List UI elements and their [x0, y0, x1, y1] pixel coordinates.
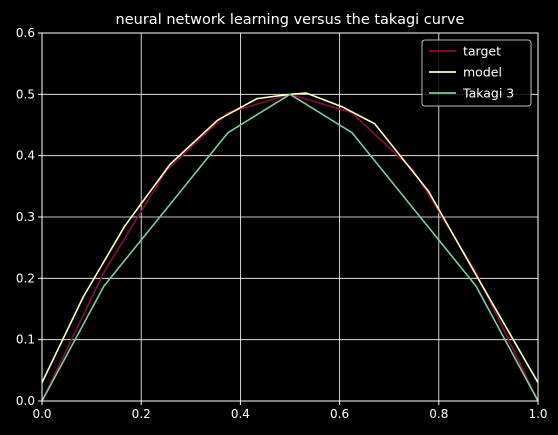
x-tick-label: 1.0	[528, 407, 547, 421]
x-tick-label: 0.8	[429, 407, 448, 421]
legend-label: Takagi 3	[462, 86, 514, 101]
y-tick-label: 0.3	[16, 210, 35, 224]
x-tick-label: 0.4	[231, 407, 250, 421]
legend-label: target	[463, 44, 501, 59]
y-tick-label: 0.1	[16, 333, 35, 347]
y-tick-label: 0.2	[16, 271, 35, 285]
x-tick-label: 0.2	[132, 407, 151, 421]
x-tick-label: 0.0	[32, 407, 51, 421]
y-tick-label: 0.5	[16, 87, 35, 101]
legend-label: model	[463, 65, 502, 80]
legend: target model Takagi 3	[422, 40, 531, 106]
y-tick-label: 0.4	[16, 149, 35, 163]
x-tick-label: 0.6	[330, 407, 349, 421]
y-tick-label: 0.6	[16, 26, 35, 40]
y-tick-label: 0.0	[16, 394, 35, 408]
chart-title: neural network learning versus the takag…	[116, 12, 465, 28]
